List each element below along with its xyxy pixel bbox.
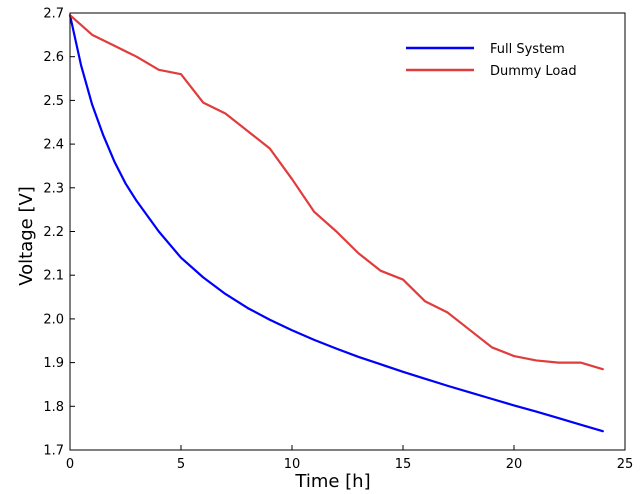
- y-tick-label: 2.1: [43, 269, 64, 284]
- legend-label-full-system: Full System: [490, 42, 565, 57]
- x-tick-label: 0: [66, 457, 74, 472]
- y-tick-label: 1.8: [43, 400, 64, 415]
- y-tick-label: 1.7: [43, 444, 64, 459]
- y-tick-label: 2.0: [43, 312, 64, 327]
- y-tick-label: 2.4: [43, 138, 64, 153]
- y-tick-label: 2.7: [43, 7, 64, 22]
- y-tick-label: 2.5: [43, 94, 64, 109]
- y-tick-label: 2.6: [43, 50, 64, 65]
- x-axis-ticks: 0 5 10 15 20 25: [66, 445, 633, 472]
- x-axis-label: Time [h]: [294, 471, 370, 492]
- series-line-dummy-load: [68, 14, 604, 371]
- y-tick-label: 2.2: [43, 225, 64, 240]
- x-tick-label: 5: [177, 457, 185, 472]
- x-tick-label: 10: [284, 457, 301, 472]
- series-layer: [68, 14, 604, 433]
- series-line-full-system: [68, 14, 604, 433]
- y-tick-label: 2.3: [43, 181, 64, 196]
- y-axis-label: Voltage [V]: [16, 186, 37, 286]
- legend-label-dummy-load: Dummy Load: [490, 64, 577, 79]
- x-tick-label: 20: [506, 457, 523, 472]
- x-tick-label: 25: [617, 457, 634, 472]
- plot-background: [70, 13, 625, 450]
- y-axis-ticks: 1.7 1.8 1.9 2.0 2.1 2.2 2.3 2.4 2.5 2.6 2.7: [43, 7, 75, 459]
- y-tick-label: 1.9: [43, 356, 64, 371]
- x-tick-label: 15: [395, 457, 412, 472]
- legend: Full System Dummy Load: [406, 42, 577, 79]
